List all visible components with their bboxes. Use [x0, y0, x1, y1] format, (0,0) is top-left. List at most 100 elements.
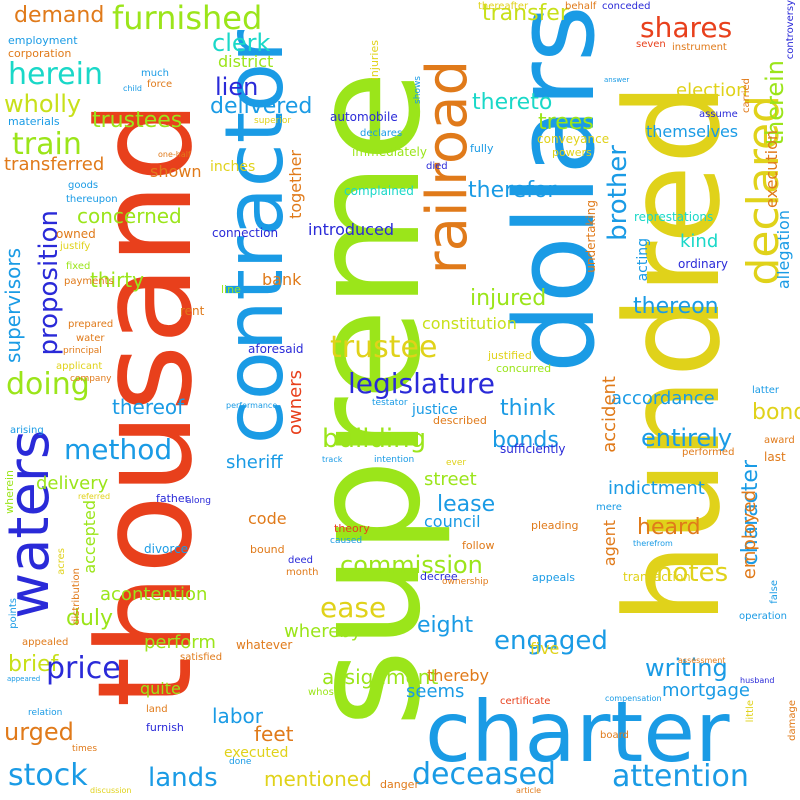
- word: carried: [741, 78, 752, 113]
- word: trees: [538, 110, 594, 135]
- word: notes: [656, 558, 729, 588]
- word: child: [123, 84, 142, 93]
- word: furnished: [112, 0, 263, 37]
- word: doing: [6, 367, 90, 402]
- word: thereafter: [478, 1, 529, 12]
- word: mentioned: [264, 767, 372, 791]
- word: ownership: [442, 577, 489, 587]
- word: operation: [739, 611, 788, 622]
- word: themselves: [646, 122, 739, 141]
- word: land: [146, 704, 168, 715]
- word: writing: [645, 654, 728, 682]
- word: agent: [600, 520, 619, 567]
- word: wholly: [4, 90, 82, 118]
- word: trustee: [330, 330, 438, 365]
- word: lands: [148, 763, 218, 793]
- word: pleading: [531, 519, 579, 532]
- word: force: [147, 79, 173, 90]
- word: together: [286, 150, 305, 219]
- word: complained: [344, 184, 414, 198]
- word: mere: [596, 502, 622, 513]
- word: constitution: [422, 314, 517, 333]
- word: demand: [14, 3, 105, 28]
- word: shown: [150, 162, 202, 181]
- word: injuries: [368, 40, 381, 81]
- word: ever: [446, 458, 467, 468]
- word: entirely: [641, 424, 733, 452]
- word: train: [12, 127, 82, 162]
- word: thereof: [112, 395, 185, 419]
- word: behalf: [565, 1, 597, 12]
- word: accordance: [611, 388, 715, 409]
- word: transferred: [4, 154, 105, 175]
- word: acontention: [100, 584, 208, 605]
- word: decree: [420, 570, 458, 583]
- word: month: [286, 567, 319, 578]
- word: ordinary: [678, 257, 729, 271]
- word: labor: [212, 704, 263, 728]
- word: eight: [417, 613, 474, 638]
- word: indictment: [608, 478, 705, 499]
- word: water: [76, 333, 105, 344]
- word: times: [72, 744, 98, 754]
- word: performed: [682, 447, 735, 458]
- word: whose: [308, 687, 340, 698]
- word: furnish: [146, 721, 184, 734]
- word: attention: [612, 759, 749, 794]
- word: thereupon: [66, 194, 118, 205]
- word: bonds: [492, 428, 559, 453]
- word: justify: [60, 241, 91, 252]
- word: perform: [144, 632, 216, 653]
- word: owners: [285, 370, 306, 435]
- word: district: [218, 52, 274, 71]
- word: done: [229, 757, 252, 767]
- word: mortgage: [662, 680, 750, 701]
- word: relation: [28, 708, 63, 718]
- word: bank: [262, 270, 302, 289]
- word: thereto: [472, 90, 553, 115]
- word: introduced: [308, 220, 394, 239]
- word: discussion: [90, 786, 132, 795]
- word: goods: [68, 180, 99, 191]
- word: ease: [320, 591, 387, 624]
- word: building: [322, 424, 427, 454]
- word: commission: [340, 551, 483, 579]
- word: one-half: [158, 150, 191, 159]
- word: powers: [552, 146, 592, 159]
- word: shares: [640, 11, 733, 44]
- word: waters: [0, 430, 62, 619]
- word: immediately: [352, 145, 427, 159]
- word: deceased: [412, 757, 556, 792]
- word: article: [516, 786, 542, 795]
- word: performance: [226, 401, 278, 410]
- word: applicant: [56, 361, 103, 372]
- word: shows: [413, 76, 423, 104]
- word: legislature: [348, 367, 495, 400]
- word: wherein: [3, 470, 16, 514]
- word: corporation: [8, 47, 72, 60]
- word: delivery: [36, 473, 109, 494]
- word: principal: [63, 346, 102, 356]
- word: accepted: [80, 500, 99, 574]
- word: executed: [224, 745, 289, 761]
- word: referred: [78, 492, 111, 501]
- word: died: [426, 161, 448, 172]
- word: follow: [462, 539, 495, 552]
- word: justified: [488, 349, 532, 362]
- word: injured: [470, 286, 547, 311]
- word: testator: [372, 398, 408, 408]
- word: think: [500, 396, 556, 421]
- word: along: [186, 496, 211, 506]
- word: father: [156, 492, 190, 505]
- word: sufficiently: [500, 442, 566, 456]
- word: seems: [406, 681, 465, 702]
- word: damage: [787, 700, 798, 741]
- word: inches: [210, 159, 256, 175]
- word: price: [46, 651, 121, 686]
- word: charter: [425, 683, 730, 781]
- word: concerned: [77, 204, 182, 228]
- word: fixed: [66, 261, 91, 272]
- word: compensation: [605, 694, 662, 703]
- word: answer: [604, 76, 630, 84]
- word: engaged: [494, 626, 608, 656]
